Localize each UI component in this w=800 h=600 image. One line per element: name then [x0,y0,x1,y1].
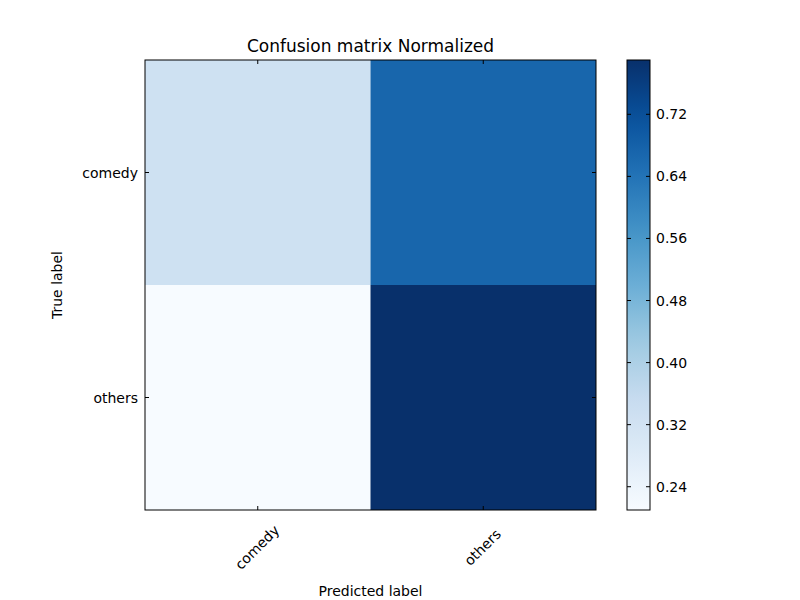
heatmap-cell [145,285,371,510]
y-axis-label: True label [49,251,65,320]
x-tick [483,60,484,64]
heatmap-cell [371,60,597,285]
colorbar-tick [627,114,631,115]
colorbar-tick-label: 0.24 [656,479,687,495]
x-tick [257,506,258,510]
colorbar-tick [627,300,631,301]
chart-container: comedy others comedy others Confusion matrix… [0,0,800,600]
colorbar-tick-label: 0.56 [656,230,687,246]
x-tick-label: others [461,526,504,569]
colorbar-tick [646,486,650,487]
cells [145,60,596,510]
heatmap-cell [371,285,597,510]
colorbar-tick-label: 0.32 [656,417,687,433]
y-tick-label: others [93,390,138,406]
colorbar-tick [646,176,650,177]
chart-svg: comedy others comedy others Confusion matrix… [0,0,800,600]
x-tick [257,60,258,64]
colorbar-tick [627,424,631,425]
y-tick [592,172,596,173]
colorbar-tick [646,362,650,363]
y-tick [145,397,149,398]
chart-title: Confusion matrix Normalized [247,36,494,56]
y-tick-label: comedy [82,165,138,181]
colorbar-tick-label: 0.48 [656,293,687,309]
y-tick [145,172,149,173]
colorbar-tick [627,238,631,239]
heatmap-cell [145,60,371,285]
colorbar [627,60,650,510]
colorbar-tick-label: 0.40 [656,355,687,371]
colorbar-tick [646,424,650,425]
colorbar-tick [627,362,631,363]
x-tick [483,506,484,510]
colorbar-tick [627,176,631,177]
plot-frame [145,60,596,510]
colorbar-tick [646,300,650,301]
x-tick-label: comedy [232,522,283,573]
x-axis-label: Predicted label [318,583,422,599]
colorbar-tick [627,486,631,487]
y-tick [592,397,596,398]
colorbar-tick-label: 0.72 [656,106,687,122]
colorbar-tick [646,238,650,239]
colorbar-tick-label: 0.64 [656,168,687,184]
colorbar-tick [646,114,650,115]
